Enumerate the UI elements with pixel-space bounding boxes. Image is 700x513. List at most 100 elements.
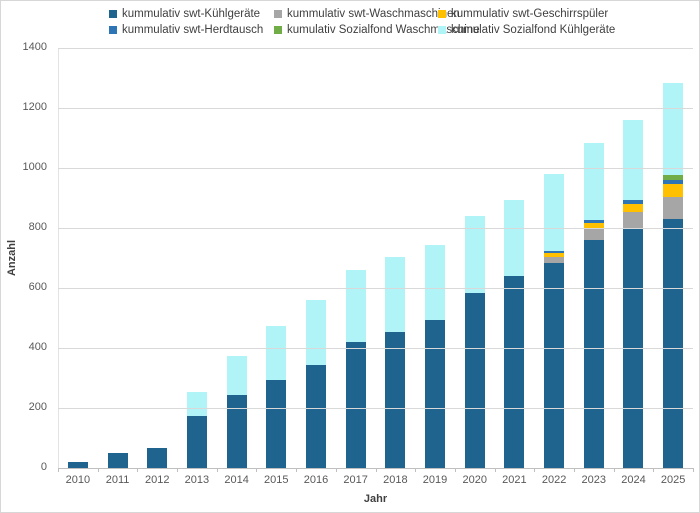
bar-slot <box>534 48 574 468</box>
tick-mark <box>613 468 615 472</box>
bar-2018 <box>385 256 406 468</box>
y-tick-label: 1400 <box>22 41 47 53</box>
bar-2015 <box>266 325 287 468</box>
bar-segment <box>266 325 287 380</box>
legend-label: kummulativ swt-Herdtausch <box>122 24 264 36</box>
bar-segment <box>663 174 684 181</box>
y-tick-label: 1000 <box>22 161 47 173</box>
bar-segment <box>544 252 565 258</box>
y-tick-label: 200 <box>28 401 47 413</box>
tick-mark <box>415 468 417 472</box>
legend-item: kummulativ swt-Geschirrspüler <box>438 8 615 20</box>
x-tick-label: 2018 <box>383 474 408 486</box>
tick-mark <box>137 468 139 472</box>
bar-slot <box>376 48 416 468</box>
tick-mark <box>97 468 99 472</box>
x-axis-tickmarks <box>58 468 694 472</box>
x-axis-labels: 2010 2011 2012 2013 2014 2015 2016 2017 2018 2019… <box>58 474 693 486</box>
bar-segment <box>583 228 604 240</box>
bar-slot <box>336 48 376 468</box>
gridline <box>58 47 693 49</box>
bar-segment <box>663 219 684 468</box>
y-tick-label: 400 <box>28 341 47 353</box>
bars-container <box>58 48 693 468</box>
bar-2014 <box>226 355 247 468</box>
bar-segment <box>226 394 247 468</box>
legend-item: kummulativ swt-Herdtausch <box>109 24 274 36</box>
bar-segment <box>464 292 485 468</box>
plot-area <box>58 47 693 469</box>
bar-slot <box>217 48 257 468</box>
legend-label: kummulativ swt-Waschmaschinen <box>287 8 460 20</box>
bar-slot <box>574 48 614 468</box>
x-tick-label: 2017 <box>343 474 368 486</box>
bar-segment <box>345 270 366 342</box>
bar-2023 <box>583 142 604 468</box>
bar-2019 <box>425 244 446 468</box>
bar-segment <box>464 216 485 293</box>
bar-segment <box>186 392 207 416</box>
bar-segment <box>266 379 287 468</box>
gridline <box>58 167 693 169</box>
x-tick-label: 2021 <box>502 474 527 486</box>
bar-segment <box>425 320 446 468</box>
y-tick-label: 800 <box>28 221 47 233</box>
bar-segment <box>504 199 525 276</box>
bar-2025 <box>663 82 684 468</box>
x-axis-title: Jahr <box>363 493 388 505</box>
legend-item: kummulativ swt-Waschmaschinen <box>274 8 460 20</box>
bar-segment <box>583 220 604 224</box>
legend-swatch-icon <box>274 26 282 34</box>
bar-segment <box>623 200 644 205</box>
bar-segment <box>305 300 326 365</box>
bar-segment <box>663 183 684 198</box>
bar-segment <box>623 212 644 228</box>
bar-segment <box>623 204 644 213</box>
x-tick-label: 2013 <box>184 474 210 486</box>
bar-segment <box>226 355 247 395</box>
bar-segment <box>544 174 565 252</box>
gridline <box>58 287 693 289</box>
bar-segment <box>305 364 326 468</box>
x-tick-label: 2019 <box>422 474 448 486</box>
bar-2013 <box>186 392 207 468</box>
bar-segment <box>186 415 207 468</box>
y-tick-label: 0 <box>40 461 47 473</box>
bar-slot <box>177 48 217 468</box>
tick-mark <box>653 468 655 472</box>
bar-slot <box>455 48 495 468</box>
tick-mark <box>693 468 694 472</box>
bar-segment <box>544 262 565 468</box>
legend-label: kummulativ swt-Geschirrspüler <box>451 8 609 20</box>
bar-slot <box>614 48 654 468</box>
legend-item: kumulativ Sozialfond Kühlgeräte <box>438 24 615 36</box>
bar-2017 <box>345 270 366 468</box>
legend-swatch-icon <box>438 10 446 18</box>
bar-segment <box>663 180 684 184</box>
x-tick-label: 2012 <box>144 474 170 486</box>
x-tick-label: 2023 <box>581 474 607 486</box>
x-tick-label: 2010 <box>65 474 91 486</box>
bar-segment <box>107 453 128 468</box>
x-tick-label: 2011 <box>105 474 130 486</box>
x-tick-label: 2025 <box>660 474 686 486</box>
legend: kummulativ swt-Kühlgeräte kummulativ swt-… <box>109 8 615 36</box>
tick-mark <box>335 468 337 472</box>
x-tick-label: 2020 <box>462 474 487 486</box>
bar-slot <box>98 48 138 468</box>
tick-mark <box>58 468 59 472</box>
bar-segment <box>425 244 446 321</box>
gridline <box>58 107 693 109</box>
bar-segment <box>623 120 644 201</box>
y-tick-label: 600 <box>28 281 47 293</box>
bar-segment <box>663 82 684 175</box>
legend-swatch-icon <box>274 10 282 18</box>
bar-2020 <box>464 216 485 468</box>
bar-segment <box>663 197 684 219</box>
bar-slot <box>296 48 336 468</box>
bar-segment <box>583 223 604 228</box>
tick-mark <box>177 468 179 472</box>
legend-label: kummulativ swt-Kühlgeräte <box>122 8 261 20</box>
legend-item: kummulativ swt-Kühlgeräte <box>109 8 274 20</box>
